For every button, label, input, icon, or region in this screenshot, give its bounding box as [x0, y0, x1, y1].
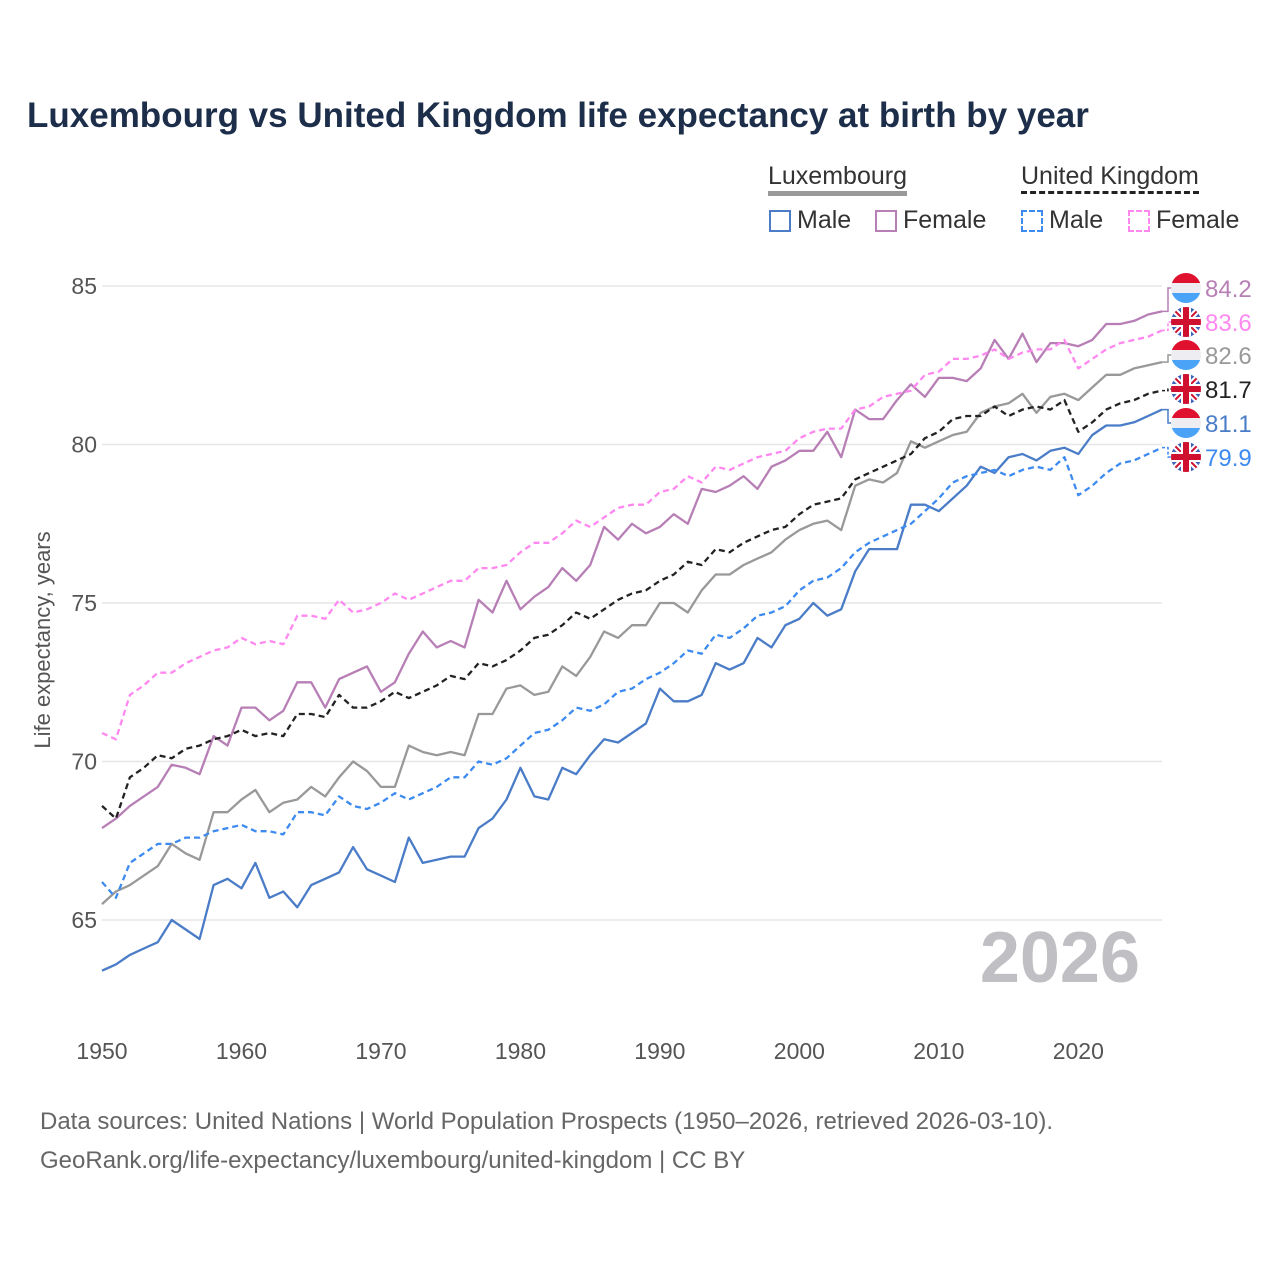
legend-label: Male [1049, 206, 1104, 234]
y-axis-label: Life expectancy, years [30, 531, 55, 748]
uk-flag-icon [1171, 442, 1201, 472]
legend-lux-female[interactable]: Female [875, 206, 986, 235]
footer-link[interactable]: GeoRank.org/life-expectancy/luxembourg/u… [40, 1147, 746, 1174]
luxembourg-flag-icon [1171, 340, 1201, 370]
x-tick-label: 1990 [634, 1038, 685, 1064]
end-value-label: 82.6 [1205, 343, 1252, 370]
legend-uk-female[interactable]: Female [1128, 206, 1239, 235]
series-line-united-kingdom-total [101, 389, 1163, 820]
legend-label: Female [1156, 206, 1240, 234]
end-value-label: 81.1 [1205, 411, 1252, 438]
y-tick-label: 65 [71, 907, 97, 933]
end-value-label: 81.7 [1205, 377, 1252, 404]
legend-swatch [1128, 209, 1150, 232]
y-tick-label: 75 [71, 590, 97, 616]
uk-flag-icon [1171, 307, 1201, 337]
legend-uk-male[interactable]: Male [1021, 206, 1103, 235]
legend-label: Male [797, 206, 852, 234]
x-tick-label: 1970 [355, 1038, 406, 1064]
series-line-united-kingdom-female [101, 329, 1163, 741]
legend-group-luxembourg: Luxembourg [768, 162, 907, 196]
end-value-label: 79.9 [1205, 445, 1252, 472]
x-tick-label: 1960 [216, 1038, 267, 1064]
y-tick-label: 80 [71, 432, 97, 458]
y-tick-label: 85 [71, 273, 97, 299]
end-value-label: 83.6 [1205, 310, 1252, 337]
legend-swatch [769, 209, 791, 232]
series-line-luxembourg-total [101, 360, 1163, 905]
leader-line [1162, 446, 1174, 458]
x-tick-label: 1980 [495, 1038, 546, 1064]
chart-title: Luxembourg vs United Kingdom life expect… [27, 96, 1089, 135]
uk-flag-icon [1171, 374, 1201, 404]
legend-lux-male[interactable]: Male [769, 206, 851, 235]
legend-swatch [875, 209, 897, 232]
footer-sources: Data sources: United Nations | World Pop… [40, 1108, 1054, 1135]
legend-group-uk: United Kingdom [1021, 162, 1199, 194]
end-value-label: 84.2 [1205, 276, 1252, 303]
x-tick-label: 2000 [774, 1038, 825, 1064]
year-watermark: 2026 [980, 918, 1140, 998]
y-tick-label: 70 [71, 749, 97, 775]
x-tick-label: 2010 [913, 1038, 964, 1064]
series-line-luxembourg-female [101, 310, 1163, 830]
series-line-united-kingdom-male [101, 446, 1163, 899]
legend-swatch [1021, 209, 1043, 232]
legend-label: Female [903, 206, 987, 234]
x-tick-label: 2020 [1053, 1038, 1104, 1064]
series-line-luxembourg-male [101, 408, 1163, 972]
x-tick-label: 1950 [76, 1038, 127, 1064]
luxembourg-flag-icon [1171, 273, 1201, 303]
luxembourg-flag-icon [1171, 408, 1201, 438]
